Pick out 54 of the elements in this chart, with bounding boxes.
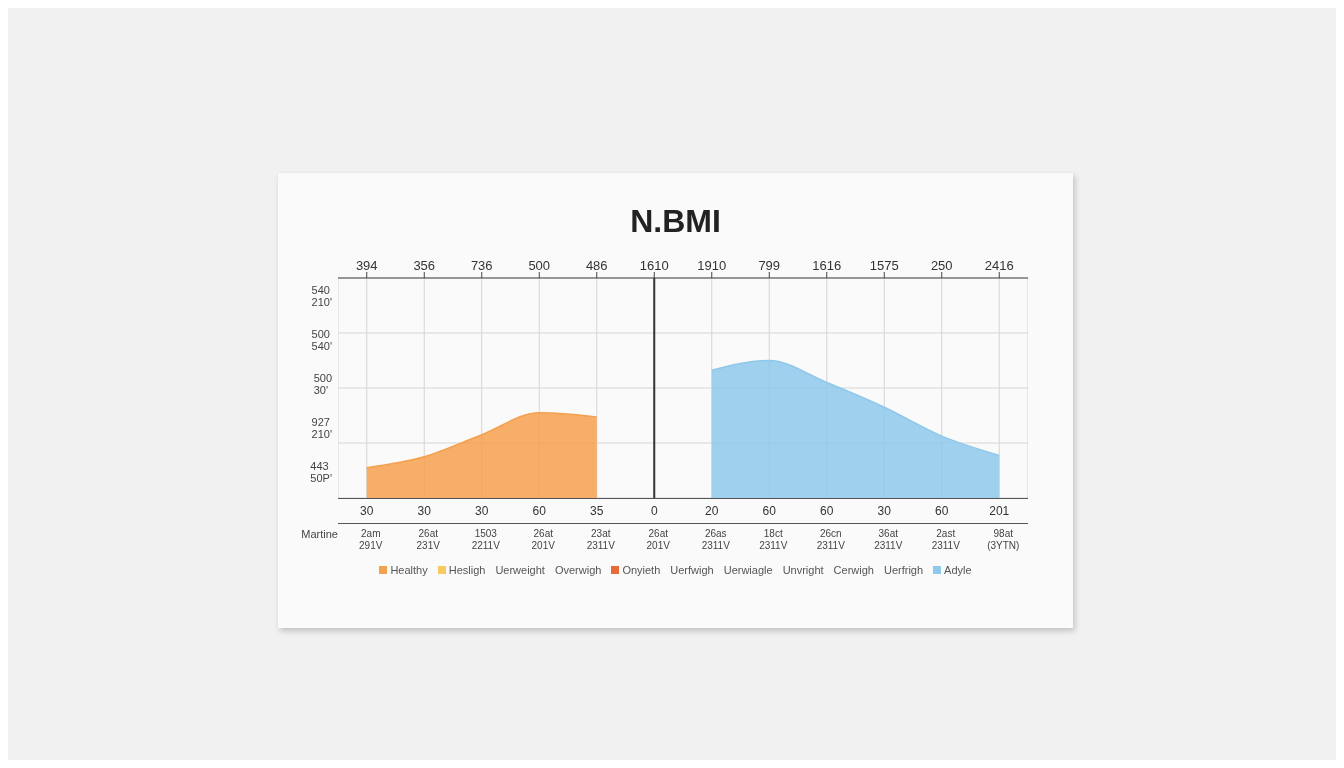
legend-label: Adyle: [944, 564, 972, 576]
text: 18ct 2311V: [758, 528, 789, 552]
text: 26at 231V: [415, 528, 441, 552]
text: 2ast 2311V: [930, 528, 961, 552]
text: 35: [568, 498, 626, 524]
x-tick-label: 394: [355, 258, 378, 273]
text: Uerwiagle: [723, 564, 773, 576]
text: Martine: [300, 528, 339, 542]
text: 36at 2311V: [873, 528, 904, 552]
text: 30: [395, 498, 453, 524]
text: Cerwigh: [833, 564, 874, 576]
text: Uerfrigh: [883, 564, 924, 576]
x-tick-label: 500: [528, 258, 551, 273]
chart-title: N.BMI: [629, 203, 722, 240]
text: 30: [855, 498, 913, 524]
text: 60: [510, 498, 568, 524]
legend-label: Healthy: [390, 564, 428, 576]
text: 20: [683, 498, 741, 524]
text: 1503 2211V: [470, 528, 501, 552]
x-tick-label: 2416: [984, 258, 1014, 273]
text: 540 210': [311, 284, 332, 308]
legend-label: Onyieth: [622, 564, 661, 576]
text: 26at 201V: [645, 528, 671, 552]
legend-label: Hesligh: [448, 564, 486, 576]
text: 443 50P': [310, 460, 332, 484]
text: 60: [798, 498, 856, 524]
text: 26as 2311V: [700, 528, 731, 552]
x-tick-label: 486: [585, 258, 608, 273]
text: 26cn 2311V: [815, 528, 846, 552]
text: 30: [453, 498, 511, 524]
x-tick-label: 799: [758, 258, 781, 273]
text: Overwigh: [554, 564, 602, 576]
text: 23at 2311V: [585, 528, 616, 552]
text: 500 30': [313, 372, 332, 396]
text: 201: [970, 498, 1028, 524]
text: Uerfwigh: [670, 564, 714, 576]
text: 927 210': [311, 416, 332, 440]
text: Unvright: [782, 564, 824, 576]
x-tick-label: 356: [413, 258, 436, 273]
text: Uerweight: [495, 564, 545, 576]
text: 26at 201V: [530, 528, 556, 552]
x-tick-label: 1575: [869, 258, 899, 273]
text: 30: [338, 498, 396, 524]
x-tick-label: 736: [470, 258, 493, 273]
text: 2am 291V: [358, 528, 384, 552]
text: 60: [913, 498, 971, 524]
x-tick-label: 1610: [639, 258, 669, 273]
text: 98at (3YTN): [986, 528, 1021, 552]
text: 500 540': [311, 328, 332, 352]
text: 0: [625, 498, 683, 524]
x-tick-label: 1910: [697, 258, 727, 273]
text: 60: [740, 498, 798, 524]
x-tick-label: 1616: [812, 258, 842, 273]
x-tick-label: 250: [930, 258, 953, 273]
